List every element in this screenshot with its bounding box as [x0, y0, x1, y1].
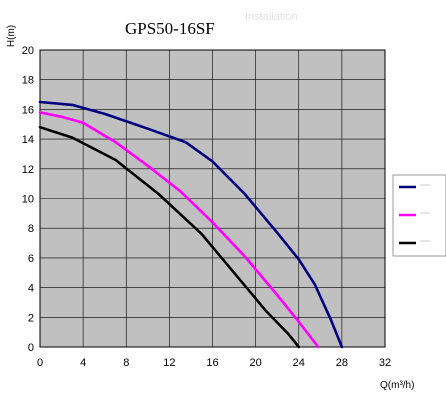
x-axis-label: Q(m³/h) — [380, 380, 414, 391]
y-tick-label: 0 — [28, 342, 34, 354]
x-tick-label: 20 — [250, 357, 262, 369]
legend — [392, 174, 446, 257]
x-tick-labels: 0 4 8 12 16 20 24 28 32 — [37, 357, 391, 369]
series-line — [38, 125, 301, 349]
grid-lines — [40, 50, 385, 347]
y-tick-labels: 0 2 4 6 8 10 12 14 16 18 20 — [22, 45, 34, 354]
series-lines — [38, 100, 344, 349]
y-axis-label: H(m) — [6, 25, 17, 47]
x-tick-label: 8 — [123, 357, 129, 369]
x-tick-label: 24 — [293, 357, 305, 369]
y-tick-label: 18 — [22, 75, 34, 87]
x-tick-label: 0 — [37, 357, 43, 369]
y-tick-label: 6 — [28, 253, 34, 265]
series-line — [38, 111, 320, 349]
y-tick-label: 14 — [22, 134, 34, 146]
y-tick-label: 2 — [28, 312, 34, 324]
y-tick-label: 12 — [22, 164, 34, 176]
legend-items — [399, 184, 430, 245]
x-tick-label: 32 — [379, 357, 391, 369]
series-line — [38, 100, 344, 349]
watermark-text: Installation — [245, 11, 298, 23]
y-tick-label: 8 — [28, 223, 34, 235]
x-tick-label: 12 — [163, 357, 175, 369]
y-tick-label: 10 — [22, 194, 34, 206]
x-tick-label: 4 — [80, 357, 86, 369]
x-tick-label: 16 — [206, 357, 218, 369]
chart-title: GPS50-16SF — [125, 19, 215, 38]
y-tick-label: 20 — [22, 45, 34, 57]
x-tick-label: 28 — [336, 357, 348, 369]
y-tick-label: 4 — [28, 283, 34, 295]
y-tick-label: 16 — [22, 104, 34, 116]
